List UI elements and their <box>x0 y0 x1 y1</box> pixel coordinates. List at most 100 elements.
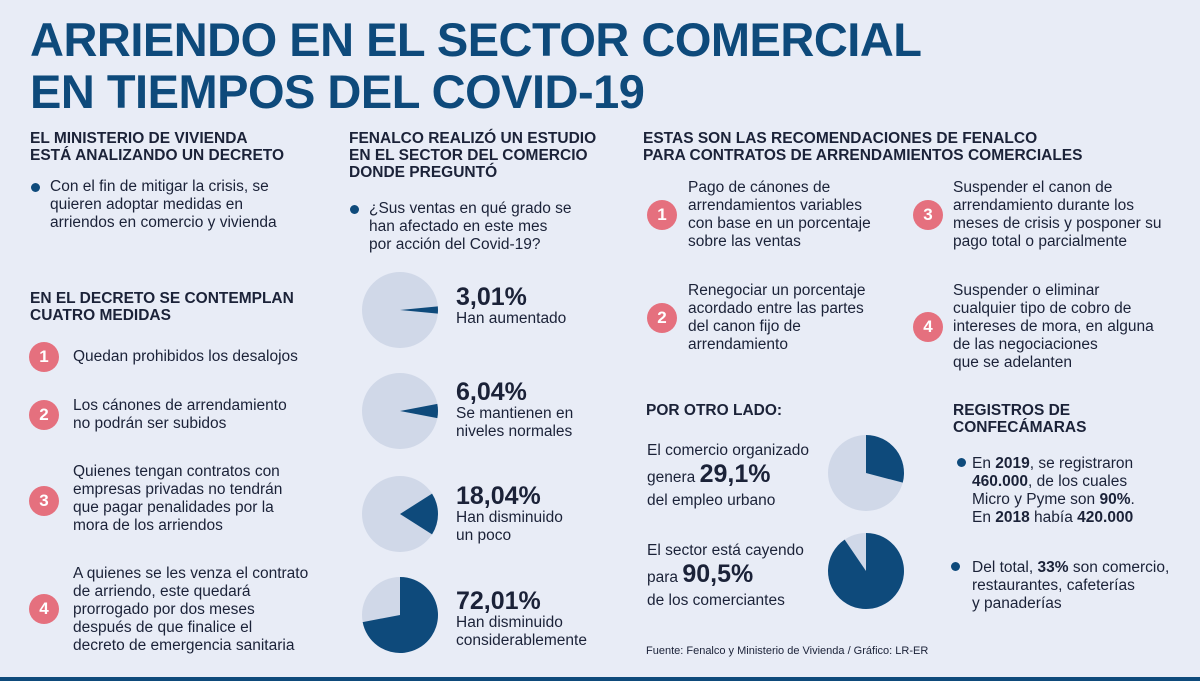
recomendaciones-heading-line: PARA CONTRATOS DE ARRENDAMIENTOS COMERCI… <box>643 147 1083 164</box>
rec-line: Suspender el canon de <box>953 179 1113 196</box>
measure-line: después de que finalice el <box>73 619 253 636</box>
rec-line: Suspender o eliminar <box>953 282 1100 299</box>
recomendaciones-heading: ESTAS SON LAS RECOMENDACIONES DE FENALCO… <box>643 130 1082 164</box>
registros-value: 460.000 <box>972 473 1029 490</box>
bullet-line: Con el fin de mitigar la crisis, se <box>50 178 269 195</box>
rec-line: meses de crisis y posponer su <box>953 215 1162 232</box>
rec-line: sobre las ventas <box>688 233 801 250</box>
measure-number-4: 4 <box>29 594 59 624</box>
pie-category-label: Han disminuido <box>456 614 563 631</box>
question-line: han afectado en este mes <box>369 218 548 235</box>
title-line-2: EN TIEMPOS DEL COVID-19 <box>30 65 645 118</box>
pie-category-label: un poco <box>456 527 512 544</box>
text-span: En <box>972 509 996 526</box>
measure-line: Los cánones de arrendamiento <box>73 397 287 414</box>
caida-line: de los comerciantes <box>647 592 785 609</box>
pie-value-label: 3,01% <box>456 283 527 311</box>
bullet-line: quieren adoptar medidas en <box>50 196 244 213</box>
text-span: son comercio, <box>1068 559 1170 576</box>
rec-text-2: Renegociar un porcentaje acordado entre … <box>688 282 866 354</box>
caida-line: para <box>647 569 683 586</box>
rec-line: pago total o parcialmente <box>953 233 1128 250</box>
pie-label-1: 3,01% Han aumentado <box>456 284 566 328</box>
text-span: Del total, <box>972 559 1038 576</box>
measure-line: que pagar penalidades por la <box>73 499 274 516</box>
otro-lado-heading: POR OTRO LADO: <box>646 402 783 419</box>
empleo-line: El comercio organizado <box>647 442 809 459</box>
measure-text-3: Quienes tengan contratos con empresas pr… <box>73 463 282 535</box>
pie-category-label: niveles normales <box>456 423 573 440</box>
rec-number-3: 3 <box>913 200 943 230</box>
pie-category-label: Han aumentado <box>456 310 567 327</box>
pie-label-3: 18,04% Han disminuido un poco <box>456 483 563 545</box>
text-line: y panaderías <box>972 595 1062 612</box>
measure-text-1: Quedan prohibidos los desalojos <box>73 348 298 366</box>
total-comercio-text: Del total, 33% son comercio, restaurante… <box>972 559 1169 613</box>
sales-pie-1-slice <box>400 306 438 314</box>
fenalco-heading-line: EN EL SECTOR DEL COMERCIO <box>349 147 588 164</box>
measure-line: mora de los arriendos <box>73 517 223 534</box>
text-span: En <box>972 455 996 472</box>
comercio-share-value: 33% <box>1037 559 1069 576</box>
question-line: por acción del Covid-19? <box>369 236 541 253</box>
measure-line: empresas privadas no tendrán <box>73 481 283 498</box>
bullet-dot <box>350 205 359 214</box>
caida-pie-slice <box>828 533 904 609</box>
fenalco-heading-line: FENALCO REALIZÓ UN ESTUDIO <box>349 130 597 147</box>
measure-text-2: Los cánones de arrendamiento no podrán s… <box>73 397 287 433</box>
bullet-line: arriendos en comercio y vivienda <box>50 214 277 231</box>
rec-line: de las negociaciones <box>953 336 1098 353</box>
bullet-dot <box>951 562 960 571</box>
medidas-heading-line-2: CUATRO MEDIDAS <box>30 307 171 324</box>
confecamaras-heading: REGISTROS DE CONFECÁMARAS <box>953 402 1086 436</box>
rec-text-3: Suspender el canon de arrendamiento dura… <box>953 179 1161 251</box>
question-text: ¿Sus ventas en qué grado se han afectado… <box>369 200 572 254</box>
registros-2018-value: 420.000 <box>1077 509 1134 526</box>
measure-number-1: 1 <box>29 342 59 372</box>
ministerio-heading-line-1: EL MINISTERIO DE VIVIENDA <box>30 130 248 147</box>
pie-value-label: 18,04% <box>456 482 541 510</box>
pie-category-label: Han disminuido <box>456 509 563 526</box>
measure-line: decreto de emergencia sanitaria <box>73 637 295 654</box>
text-span: . <box>1130 491 1135 508</box>
empleo-pie-slice <box>866 435 904 483</box>
otro-lado-pie-charts <box>828 435 904 609</box>
empleo-line: genera <box>647 469 700 486</box>
medidas-heading: EN EL DECRETO SE CONTEMPLAN CUATRO MEDID… <box>30 290 294 324</box>
caida-value: 90,5% <box>682 560 754 588</box>
rec-line: arrendamiento durante los <box>953 197 1134 214</box>
measure-number-2: 2 <box>29 400 59 430</box>
measure-line: A quienes se les venza el contrato <box>73 565 309 582</box>
pie-value-label: 6,04% <box>456 378 527 406</box>
measure-line: no podrán ser subidos <box>73 415 227 432</box>
rec-line: Pago de cánones de <box>688 179 831 196</box>
ministerio-bullet-text: Con el fin de mitigar la crisis, se quie… <box>50 178 277 232</box>
rec-line: arrendamientos variables <box>688 197 863 214</box>
caida-text: El sector está cayendo para 90,5% de los… <box>647 542 804 610</box>
micro-pyme-value: 90% <box>1099 491 1131 508</box>
year-2018: 2018 <box>995 509 1030 526</box>
rec-number-2: 2 <box>647 303 677 333</box>
fenalco-heading: FENALCO REALIZÓ UN ESTUDIO EN EL SECTOR … <box>349 130 596 181</box>
rec-line: arrendamiento <box>688 336 788 353</box>
measure-line: Quedan prohibidos los desalojos <box>73 348 298 365</box>
question-line: ¿Sus ventas en qué grado se <box>369 200 572 217</box>
measure-line: Quienes tengan contratos con <box>73 463 280 480</box>
text-span: había <box>1029 509 1078 526</box>
pie-category-label: Se mantienen en <box>456 405 574 422</box>
rec-line: Renegociar un porcentaje <box>688 282 866 299</box>
title-line-1: ARRIENDO EN EL SECTOR COMERCIAL <box>30 13 922 66</box>
bullet-dot <box>31 183 40 192</box>
confecamaras-heading-line: CONFECÁMARAS <box>953 419 1087 436</box>
measure-text-4: A quienes se les venza el contrato de ar… <box>73 565 308 655</box>
year-2019: 2019 <box>995 455 1030 472</box>
rec-line: intereses de mora, en alguna <box>953 318 1154 335</box>
source-note: Fuente: Fenalco y Ministerio de Vivienda… <box>646 645 929 657</box>
rec-line: del canon fijo de <box>688 318 801 335</box>
pie-label-4: 72,01% Han disminuido considerablemente <box>456 588 587 650</box>
sales-pie-4-slice <box>362 577 438 653</box>
rec-number-4: 4 <box>913 312 943 342</box>
ministerio-heading: EL MINISTERIO DE VIVIENDA ESTÁ ANALIZAND… <box>30 130 284 164</box>
text-span: Micro y Pyme son <box>972 491 1100 508</box>
pie-value-label: 72,01% <box>456 587 541 615</box>
